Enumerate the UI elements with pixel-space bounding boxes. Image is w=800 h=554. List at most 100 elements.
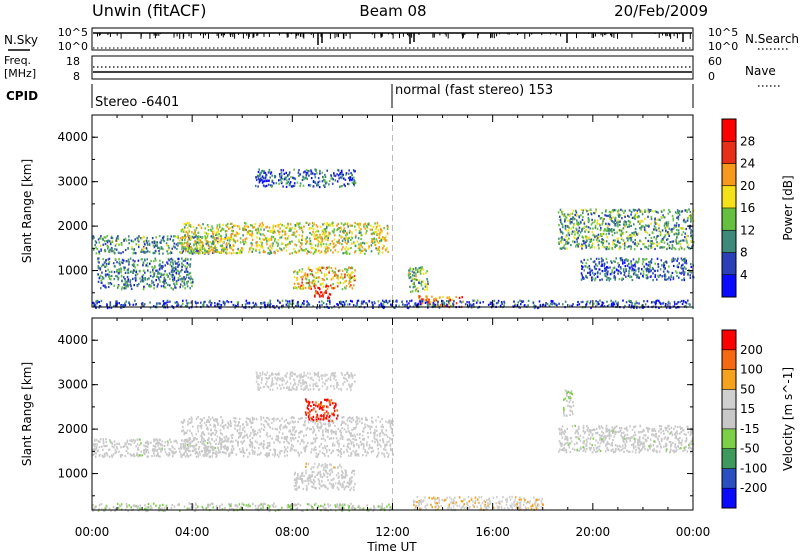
- power-colorbar-tick-label: 20: [740, 179, 755, 193]
- power-colorbar-tick-label: 12: [740, 223, 755, 237]
- velocity-echo-cells: [92, 371, 695, 513]
- power-echo-region: [313, 284, 332, 300]
- velocity-colorbar-swatch: [722, 369, 736, 390]
- power-colorbar-swatch: [722, 208, 736, 231]
- velocity-colorbar-swatch: [722, 409, 736, 430]
- velocity-colorbar-tick-label: 100: [740, 363, 763, 377]
- x-tick-labels: 00:00 04:00 08:00 12:00 16:00 20:00 00:00: [75, 525, 711, 539]
- x-tick-label: 20:00: [576, 525, 611, 539]
- velocity-colorbar-swatch: [722, 448, 736, 469]
- velocity-colorbar-swatch: [722, 349, 736, 370]
- velocity-y-tick-label: 4000: [57, 333, 88, 347]
- nave-tick-top: 60: [708, 55, 722, 68]
- velocity-colorbar-tick-label: -50: [740, 442, 760, 456]
- velocity-colorbar-tick-label: 50: [740, 382, 755, 396]
- power-colorbar-swatch: [722, 230, 736, 253]
- velocity-colorbar: 200 100 50 15 -15 -50 -100 -200 Velocity [m s^-1…: [721, 329, 795, 509]
- velocity-colorbar-swatch: [722, 428, 736, 449]
- freq-tick-bottom: 8: [73, 70, 80, 83]
- velocity-y-axis-label: Slant Range [km]: [20, 362, 34, 466]
- freq-tick-top: 18: [66, 55, 80, 68]
- power-echo-region: [254, 168, 357, 189]
- power-echo-cells: [92, 168, 695, 310]
- sky-panel: [91, 27, 694, 51]
- velocity-echo-region: [293, 469, 356, 492]
- velocity-echo-region: [562, 389, 575, 417]
- power-colorbar-swatch: [722, 163, 736, 187]
- velocity-colorbar-swatch: [722, 468, 736, 489]
- search-label: N.Search: [745, 32, 799, 46]
- cpid-label: CPID: [6, 89, 38, 103]
- power-colorbar-swatch: [722, 141, 736, 164]
- search-tick-top: 10^5: [708, 26, 738, 39]
- nave-label: Nave: [745, 64, 776, 78]
- power-colorbar-swatch: [722, 252, 736, 276]
- velocity-echo-region: [558, 424, 695, 454]
- power-colorbar-tick-label: 28: [740, 134, 755, 148]
- power-echo-region: [292, 266, 356, 291]
- power-colorbar-tick-label: 8: [740, 246, 748, 260]
- power-y-tick-label: 4000: [57, 130, 88, 144]
- freq-panel: [91, 55, 694, 80]
- power-colorbar-label: Power [dB]: [781, 175, 795, 240]
- x-tick-label: 04:00: [175, 525, 210, 539]
- velocity-colorbar-tick-label: 15: [740, 402, 755, 416]
- power-colorbar-swatch: [722, 185, 736, 209]
- velocity-colorbar-tick-label: -100: [740, 461, 767, 475]
- power-echo-region: [580, 257, 695, 282]
- velocity-y-tick-label: 3000: [57, 378, 88, 392]
- power-y-tick-label: 1000: [57, 264, 88, 278]
- velocity-echo-region: [180, 415, 395, 458]
- nave-tick-bottom: 0: [708, 70, 715, 83]
- velocity-echo-region: [255, 371, 356, 392]
- power-y-axis-label: Slant Range [km]: [20, 159, 34, 263]
- x-tick-label: 16:00: [475, 525, 510, 539]
- power-echo-region: [417, 295, 464, 309]
- velocity-echo-region: [304, 398, 339, 423]
- x-tick-label: 00:00: [676, 525, 711, 539]
- velocity-echo-region: [412, 495, 544, 512]
- power-colorbar: 4 8 12 16 20 24 28 Power [dB]: [721, 118, 795, 298]
- velocity-y-tick-label: 2000: [57, 422, 88, 436]
- beam-title: Beam 08: [359, 2, 426, 20]
- x-tick-label: 00:00: [75, 525, 110, 539]
- power-colorbar-tick-label: 24: [740, 157, 755, 171]
- power-colorbar-swatch: [722, 119, 736, 142]
- velocity-colorbar-swatch: [722, 330, 736, 351]
- power-echo-region: [407, 266, 429, 293]
- velocity-y-tick-label: 1000: [57, 467, 88, 481]
- power-y-tick-label: 3000: [57, 175, 88, 189]
- station-title: Unwin (fitACF): [92, 1, 206, 20]
- x-tick-label: 12:00: [375, 525, 410, 539]
- power-echo-region: [97, 257, 194, 291]
- velocity-echo-region: [305, 462, 343, 472]
- velocity-colorbar-tick-label: -15: [740, 422, 760, 436]
- power-panel: 1000 2000 3000 4000 Slant Range [km]: [20, 114, 695, 310]
- cpid-segment-2: normal (fast stereo) 153: [395, 83, 553, 98]
- power-colorbar-swatch: [722, 274, 736, 298]
- velocity-colorbar-tick-label: 200: [740, 343, 763, 357]
- power-echo-region: [179, 221, 389, 255]
- search-tick-bottom: 10^0: [708, 40, 738, 53]
- power-echo-region: [557, 208, 695, 251]
- sky-label: N.Sky: [4, 33, 38, 47]
- velocity-colorbar-swatch: [722, 389, 736, 410]
- power-colorbar-tick-label: 4: [740, 268, 748, 282]
- power-y-tick-label: 2000: [57, 219, 88, 233]
- x-tick-label: 08:00: [275, 525, 310, 539]
- cpid-segment-1: Stereo -6401: [95, 95, 179, 110]
- sky-tick-top: 10^5: [58, 26, 88, 39]
- freq-label: Freq.: [4, 54, 31, 67]
- velocity-panel: 1000 2000 3000 4000 Slant Range [km]: [20, 317, 695, 513]
- x-axis-label: Time UT: [366, 540, 417, 554]
- freq-unit: [MHz]: [4, 67, 36, 80]
- power-colorbar-tick-label: 16: [740, 201, 755, 215]
- velocity-colorbar-label: Velocity [m s^-1]: [781, 367, 795, 471]
- power-echo-region: [92, 299, 694, 310]
- sky-tick-bottom: 10^0: [58, 40, 88, 53]
- sky-noise-trace: [93, 32, 692, 49]
- velocity-colorbar-swatch: [722, 488, 736, 509]
- velocity-colorbar-tick-label: -200: [740, 481, 767, 495]
- date-title: 20/Feb/2009: [614, 2, 708, 20]
